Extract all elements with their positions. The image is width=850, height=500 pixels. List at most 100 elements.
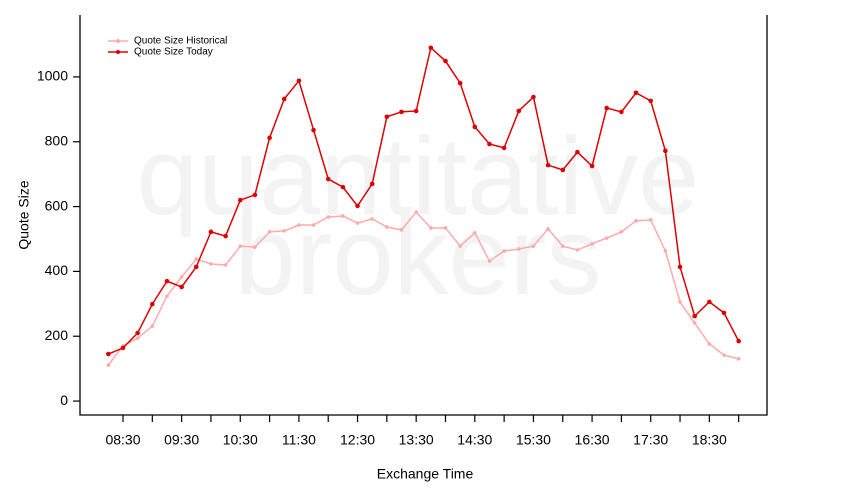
data-point bbox=[692, 321, 697, 325]
data-point bbox=[208, 229, 214, 235]
legend-marker bbox=[116, 39, 120, 43]
y-axis-label: Quote Size bbox=[16, 180, 32, 249]
x-tick-label: 13:30 bbox=[399, 432, 434, 448]
data-point bbox=[457, 80, 463, 86]
data-point bbox=[472, 124, 478, 130]
y-tick-label: 1000 bbox=[37, 68, 68, 84]
data-point bbox=[736, 338, 741, 344]
data-point bbox=[443, 58, 448, 64]
data-point bbox=[282, 229, 287, 233]
x-tick-label: 15:30 bbox=[516, 432, 551, 448]
data-point bbox=[589, 163, 595, 169]
data-point bbox=[325, 176, 331, 182]
data-point bbox=[516, 247, 521, 251]
watermark-text: quantitative bbox=[137, 115, 700, 238]
series-line bbox=[107, 210, 739, 366]
x-axis-label: Exchange Time bbox=[377, 466, 474, 482]
y-tick-label: 400 bbox=[45, 262, 69, 278]
data-point bbox=[223, 263, 228, 267]
data-point bbox=[633, 90, 639, 96]
watermark-text: brokers bbox=[235, 195, 602, 318]
data-point bbox=[135, 330, 140, 336]
data-point bbox=[502, 249, 506, 253]
data-point bbox=[501, 145, 507, 151]
data-point bbox=[663, 148, 668, 154]
x-tick-label: 11:30 bbox=[282, 432, 316, 448]
data-point bbox=[297, 223, 301, 227]
data-point bbox=[722, 353, 726, 357]
data-point bbox=[590, 242, 594, 246]
y-tick-label: 800 bbox=[45, 132, 69, 148]
data-point bbox=[604, 236, 609, 240]
data-point bbox=[385, 225, 389, 229]
data-point bbox=[281, 96, 287, 102]
data-point bbox=[545, 162, 551, 168]
data-point bbox=[736, 357, 741, 361]
data-point bbox=[296, 78, 302, 84]
y-tick-label: 200 bbox=[45, 327, 69, 343]
data-point bbox=[619, 230, 624, 234]
data-point bbox=[340, 184, 346, 190]
data-point bbox=[707, 299, 712, 305]
data-point bbox=[369, 181, 375, 187]
data-point bbox=[238, 244, 243, 248]
x-tick-label: 14:30 bbox=[457, 432, 492, 448]
y-tick-label: 600 bbox=[45, 197, 69, 213]
data-point bbox=[193, 264, 199, 270]
data-point bbox=[150, 301, 155, 307]
data-point bbox=[120, 345, 126, 351]
x-tick-label: 17:30 bbox=[633, 432, 668, 448]
legend-marker bbox=[116, 50, 120, 54]
data-point bbox=[370, 217, 374, 221]
data-point bbox=[106, 363, 111, 367]
data-point bbox=[355, 221, 360, 225]
data-point bbox=[677, 264, 683, 270]
data-point bbox=[341, 214, 345, 218]
x-tick-label: 09:30 bbox=[164, 432, 199, 448]
data-point bbox=[663, 249, 668, 253]
data-point bbox=[384, 114, 390, 120]
data-point bbox=[253, 245, 257, 249]
data-point bbox=[619, 109, 624, 115]
data-point bbox=[560, 167, 566, 173]
data-point bbox=[209, 262, 213, 266]
data-point bbox=[355, 203, 360, 209]
data-point bbox=[223, 233, 228, 239]
data-point bbox=[179, 284, 184, 290]
data-point bbox=[179, 275, 184, 279]
axis-frame bbox=[79, 15, 768, 416]
data-point bbox=[648, 98, 654, 104]
series-line bbox=[108, 46, 740, 355]
data-point bbox=[531, 94, 536, 100]
x-tick-label: 16:30 bbox=[575, 432, 610, 448]
data-point bbox=[487, 141, 492, 147]
x-tick-label: 10:30 bbox=[223, 432, 258, 448]
data-point bbox=[604, 105, 610, 111]
x-tick-label: 08:30 bbox=[105, 432, 140, 448]
data-point bbox=[443, 226, 448, 230]
data-point bbox=[473, 231, 477, 235]
data-point bbox=[429, 226, 433, 230]
data-point bbox=[413, 108, 419, 114]
legend-label: Quote Size Today bbox=[134, 47, 213, 58]
data-point bbox=[560, 244, 565, 248]
data-point bbox=[252, 192, 258, 198]
data-point bbox=[164, 278, 170, 284]
data-point bbox=[267, 135, 272, 141]
data-point bbox=[135, 336, 140, 340]
data-point bbox=[487, 259, 492, 263]
data-point bbox=[692, 313, 697, 319]
data-point bbox=[414, 210, 418, 214]
legend-label: Quote Size Historical bbox=[134, 36, 227, 47]
y-tick-label: 0 bbox=[60, 392, 68, 408]
data-point bbox=[516, 108, 522, 114]
data-point bbox=[531, 244, 536, 248]
data-point bbox=[326, 215, 331, 219]
data-point bbox=[165, 294, 169, 298]
data-point bbox=[237, 197, 243, 203]
data-point bbox=[194, 257, 199, 261]
data-point bbox=[267, 230, 272, 234]
data-point bbox=[106, 351, 111, 357]
data-point bbox=[648, 218, 653, 222]
